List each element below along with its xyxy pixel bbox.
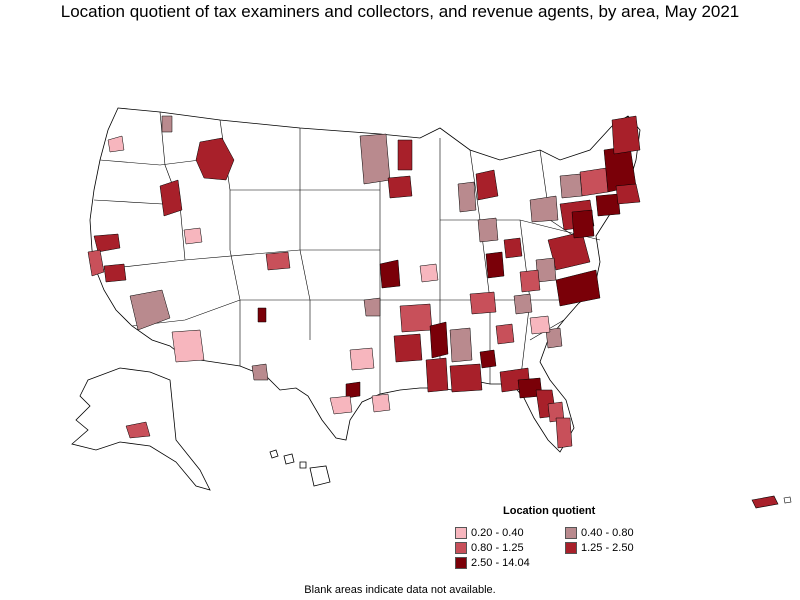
legend-swatch xyxy=(565,527,577,539)
legend-title: Location quotient xyxy=(503,505,596,517)
legend-label: 0.40 - 0.80 xyxy=(581,527,634,539)
legend-label: 2.50 - 14.04 xyxy=(471,557,530,569)
legend-swatch xyxy=(455,557,467,569)
alaska-area xyxy=(125,421,151,439)
legend-label: 1.25 - 2.50 xyxy=(581,542,634,554)
legend-grid: 0.20 - 0.40 0.40 - 0.80 0.80 - 1.25 1.25… xyxy=(455,527,695,569)
legend-swatch xyxy=(565,542,577,554)
legend-swatch xyxy=(455,527,467,539)
map-title: Location quotient of tax examiners and c… xyxy=(60,2,740,21)
legend-item: 0.20 - 0.40 xyxy=(455,527,565,539)
legend: Location quotient 0.20 - 0.40 0.40 - 0.8… xyxy=(455,505,695,569)
area-shading xyxy=(87,115,641,449)
puerto-rico xyxy=(751,495,779,509)
hawaii-islands xyxy=(269,449,331,487)
legend-item: 2.50 - 14.04 xyxy=(455,557,565,569)
virgin-islands xyxy=(783,496,792,504)
legend-item: 0.40 - 0.80 xyxy=(565,527,675,539)
contiguous-us-outline xyxy=(89,107,641,453)
data-note: Blank areas indicate data not available. xyxy=(304,584,496,596)
legend-swatch xyxy=(455,542,467,554)
legend-item: 0.80 - 1.25 xyxy=(455,542,565,554)
legend-item: 1.25 - 2.50 xyxy=(565,542,675,554)
legend-label: 0.80 - 1.25 xyxy=(471,542,524,554)
legend-label: 0.20 - 0.40 xyxy=(471,527,524,539)
